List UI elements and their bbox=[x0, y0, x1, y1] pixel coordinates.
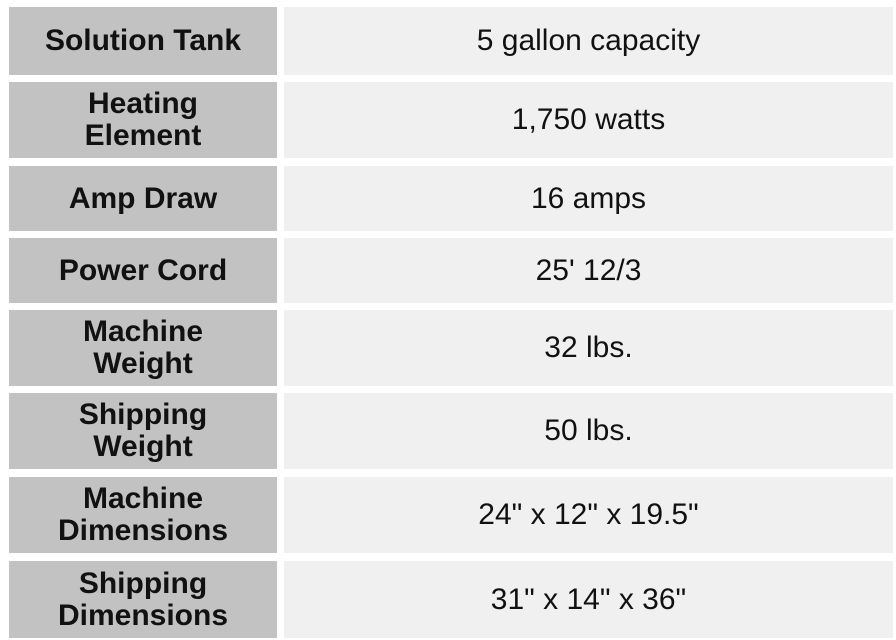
spec-label: Power Cord bbox=[9, 238, 277, 303]
spec-value: 25' 12/3 bbox=[284, 238, 893, 303]
spec-label: Heating Element bbox=[9, 82, 277, 158]
spec-label: Shipping Weight bbox=[9, 393, 277, 469]
table-row: Heating Element 1,750 watts bbox=[9, 82, 893, 158]
spec-label: Amp Draw bbox=[9, 166, 277, 231]
table-row: Machine Dimensions 24" x 12" x 19.5" bbox=[9, 477, 893, 553]
spec-label: Shipping Dimensions bbox=[9, 561, 277, 638]
spec-label: Machine Weight bbox=[9, 310, 277, 386]
table-row: Shipping Weight 50 lbs. bbox=[9, 393, 893, 469]
spec-value: 16 amps bbox=[284, 166, 893, 231]
table-row: Machine Weight 32 lbs. bbox=[9, 310, 893, 386]
table-row: Shipping Dimensions 31" x 14" x 36" bbox=[9, 561, 893, 638]
spec-label: Solution Tank bbox=[9, 7, 277, 75]
table-row: Solution Tank 5 gallon capacity bbox=[9, 7, 893, 75]
table-row: Amp Draw 16 amps bbox=[9, 166, 893, 231]
spec-label: Machine Dimensions bbox=[9, 477, 277, 553]
spec-value: 24" x 12" x 19.5" bbox=[284, 477, 893, 553]
spec-value: 50 lbs. bbox=[284, 393, 893, 469]
spec-value: 1,750 watts bbox=[284, 82, 893, 158]
table-row: Power Cord 25' 12/3 bbox=[9, 238, 893, 303]
spec-value: 31" x 14" x 36" bbox=[284, 561, 893, 638]
spec-value: 32 lbs. bbox=[284, 310, 893, 386]
spec-value: 5 gallon capacity bbox=[284, 7, 893, 75]
